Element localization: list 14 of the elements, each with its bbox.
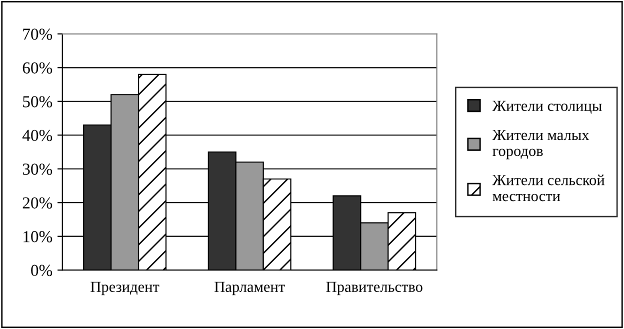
y-tick-label: 30% xyxy=(22,164,52,175)
x-tick-label: Правительство xyxy=(326,282,422,296)
y-tick-label: 50% xyxy=(23,96,52,108)
y-tick-label: 70% xyxy=(23,28,52,40)
y-tick-label: 0% xyxy=(31,264,52,276)
y-tick-label: 20% xyxy=(22,197,52,209)
y-tick-label: 40% xyxy=(22,130,52,142)
legend-label: Жители сельской местности xyxy=(492,174,604,202)
y-tick-label: 10% xyxy=(24,231,52,242)
y-tick-label: 60% xyxy=(22,62,52,74)
legend-label: Жители малых городов xyxy=(492,130,590,160)
x-tick-label: Президент xyxy=(90,282,160,296)
x-tick-label: Парламент xyxy=(214,282,285,296)
legend-label: Жители столицы xyxy=(492,100,602,114)
